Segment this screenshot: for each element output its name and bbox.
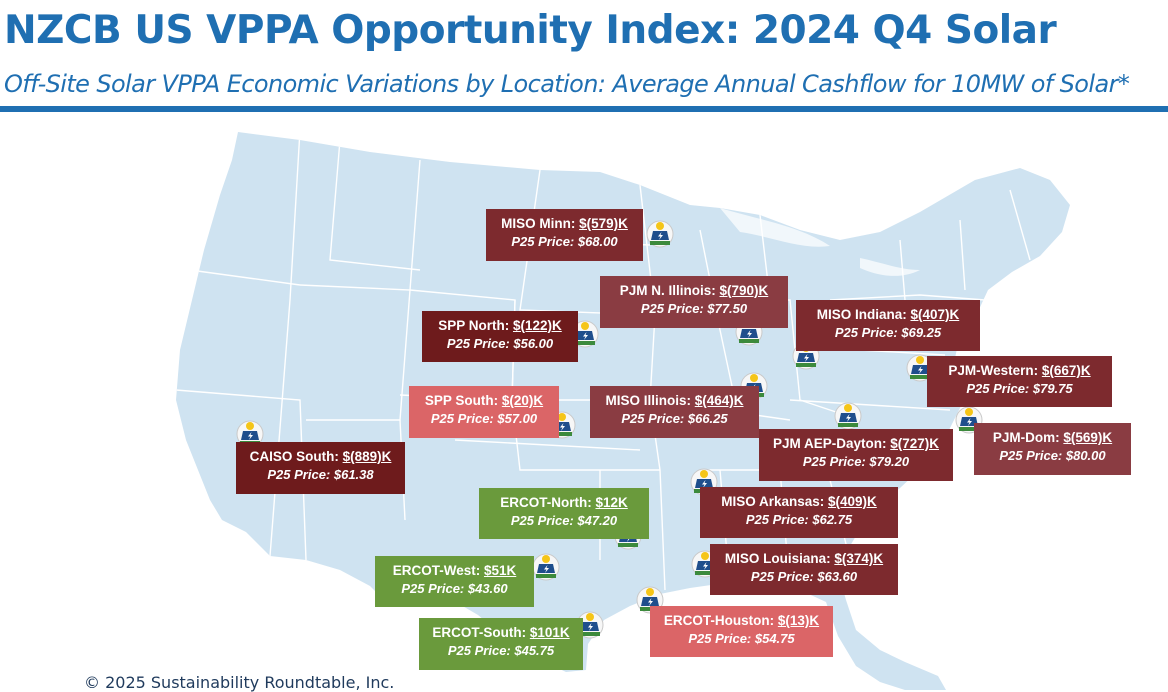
solar-panel-icon	[532, 553, 560, 583]
copyright-footer: © 2025 Sustainability Roundtable, Inc.	[84, 673, 395, 692]
location-label-pjm-dom: PJM-Dom: $(569)K P25 Price: $80.00	[974, 423, 1131, 475]
solar-panel-icon	[646, 220, 674, 250]
location-label-miso-minn: MISO Minn: $(579)K P25 Price: $68.00	[486, 209, 643, 261]
page-subtitle: Off-Site Solar VPPA Economic Variations …	[4, 70, 1130, 98]
location-label-ercot-west: ERCOT-West: $51K P25 Price: $43.60	[375, 556, 534, 607]
solar-panel-icon	[834, 402, 862, 432]
location-label-pjm-n-illinois: PJM N. Illinois: $(790)K P25 Price: $77.…	[600, 276, 788, 328]
location-label-ercot-north: ERCOT-North: $12K P25 Price: $47.20	[479, 488, 649, 539]
location-label-spp-north: SPP North: $(122)K P25 Price: $56.00	[422, 311, 578, 362]
location-label-ercot-south: ERCOT-South: $101K P25 Price: $45.75	[419, 618, 583, 670]
title-divider	[0, 106, 1168, 112]
location-label-spp-south: SPP South: $(20)K P25 Price: $57.00	[409, 386, 559, 438]
location-label-miso-illinois: MISO Illinois: $(464)K P25 Price: $66.25	[590, 386, 759, 438]
location-label-miso-arkansas: MISO Arkansas: $(409)K P25 Price: $62.75	[700, 487, 898, 538]
location-label-miso-indiana: MISO Indiana: $(407)K P25 Price: $69.25	[796, 300, 980, 351]
location-label-ercot-houston: ERCOT-Houston: $(13)K P25 Price: $54.75	[650, 606, 833, 657]
location-label-pjm-western: PJM-Western: $(667)K P25 Price: $79.75	[927, 356, 1112, 407]
location-label-pjm-aep-dayton: PJM AEP-Dayton: $(727)K P25 Price: $79.2…	[759, 429, 953, 481]
page-title: NZCB US VPPA Opportunity Index: 2024 Q4 …	[4, 8, 1057, 53]
location-label-miso-louisiana: MISO Louisiana: $(374)K P25 Price: $63.6…	[710, 544, 898, 595]
location-label-caiso-south: CAISO South: $(889)K P25 Price: $61.38	[236, 442, 405, 494]
